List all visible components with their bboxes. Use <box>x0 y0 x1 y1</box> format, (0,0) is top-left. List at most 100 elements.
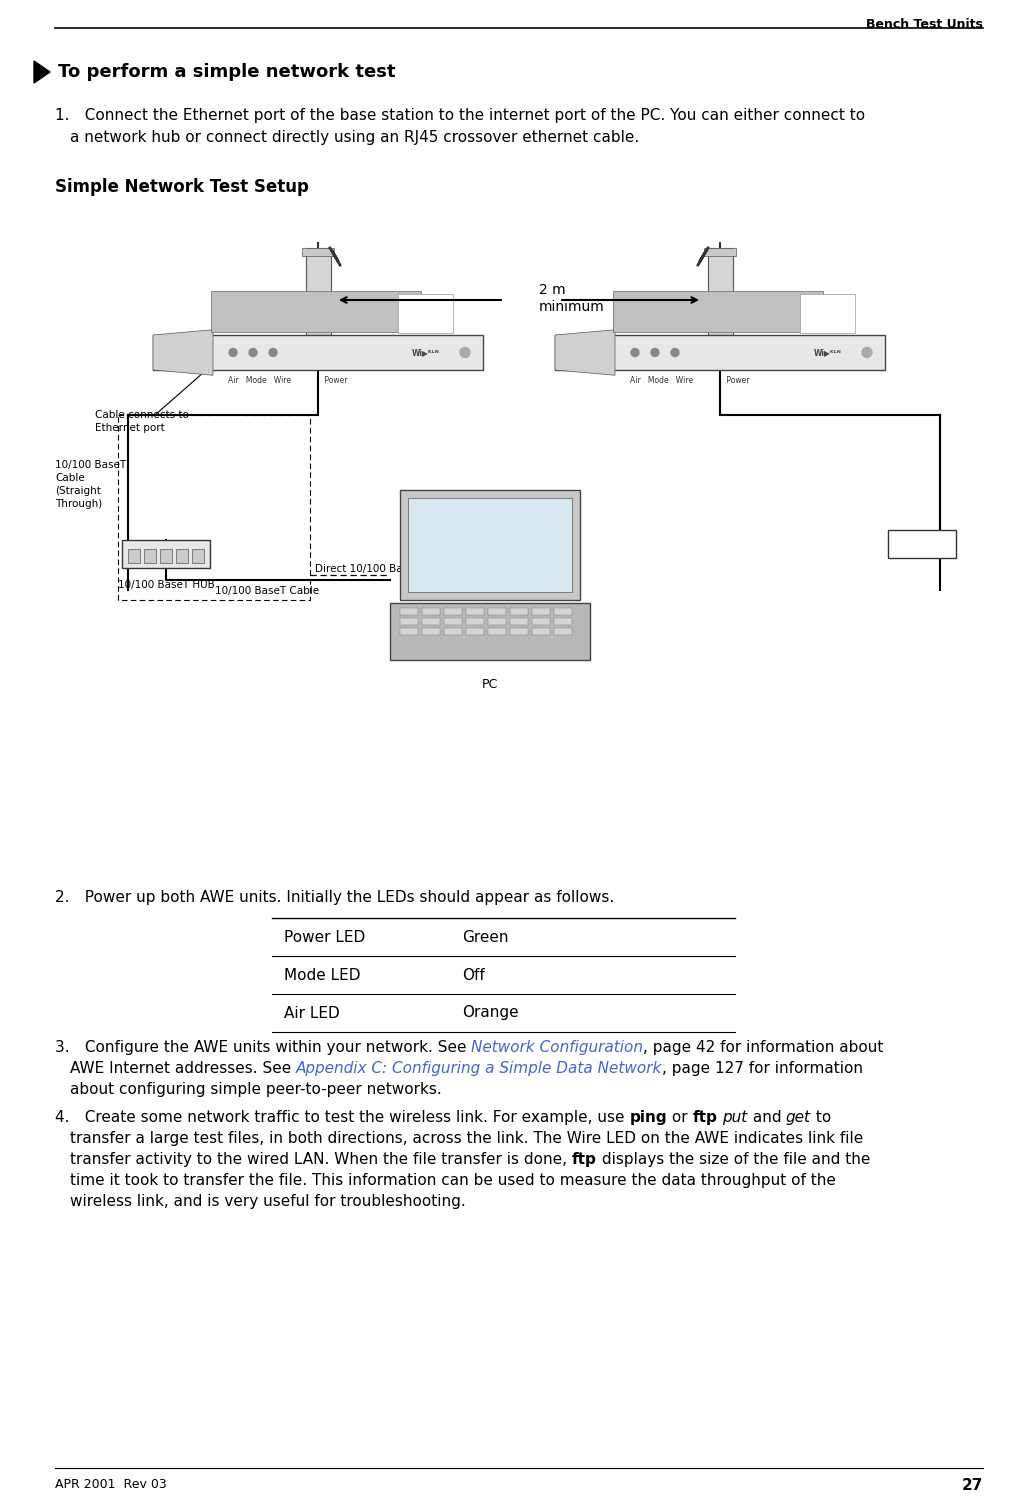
Text: Air   Mode   Wire              Power: Air Mode Wire Power <box>228 375 347 384</box>
Text: Appendix C: Configuring a Simple Data Network: Appendix C: Configuring a Simple Data Ne… <box>296 1061 663 1076</box>
Text: Orange: Orange <box>462 1005 519 1020</box>
Bar <box>211 292 421 332</box>
Bar <box>555 335 885 370</box>
Text: 2. Power up both AWE units. Initially the LEDs should appear as follows.: 2. Power up both AWE units. Initially th… <box>55 890 614 905</box>
Text: 27: 27 <box>961 1478 983 1493</box>
Bar <box>176 549 188 562</box>
Circle shape <box>651 349 659 356</box>
Bar <box>532 618 550 625</box>
Text: 10/100 BaseT: 10/100 BaseT <box>55 459 127 470</box>
Bar <box>422 607 440 615</box>
Text: Cable: Cable <box>55 473 85 483</box>
Polygon shape <box>34 61 50 82</box>
Bar <box>408 498 572 592</box>
Text: and: and <box>748 1110 786 1125</box>
Text: Air LED: Air LED <box>284 1005 339 1020</box>
Bar <box>466 618 484 625</box>
Bar <box>554 618 572 625</box>
Bar <box>488 607 506 615</box>
Text: about configuring simple peer-to-peer networks.: about configuring simple peer-to-peer ne… <box>70 1082 442 1097</box>
Bar <box>144 549 156 562</box>
Text: get: get <box>786 1110 811 1125</box>
Text: 1. Connect the Ethernet port of the base station to the internet port of the PC.: 1. Connect the Ethernet port of the base… <box>55 108 865 123</box>
Bar <box>704 248 736 256</box>
Text: Green: Green <box>462 929 509 944</box>
Bar <box>532 607 550 615</box>
Text: displays the size of the file and the: displays the size of the file and the <box>597 1152 870 1167</box>
Text: transfer activity to the wired LAN. When the file transfer is done,: transfer activity to the wired LAN. When… <box>70 1152 572 1167</box>
Bar <box>306 248 330 335</box>
Circle shape <box>269 349 277 356</box>
Bar <box>510 618 528 625</box>
Bar <box>444 607 462 615</box>
Bar <box>128 549 140 562</box>
Bar <box>192 549 204 562</box>
Text: Wi▶ᴷᴸᴺ: Wi▶ᴷᴸᴺ <box>814 349 842 358</box>
Bar <box>532 628 550 634</box>
Text: To perform a simple network test: To perform a simple network test <box>58 63 395 81</box>
Bar <box>488 618 506 625</box>
Text: put: put <box>722 1110 748 1125</box>
Circle shape <box>229 349 237 356</box>
Text: Base Unit: Base Unit <box>238 311 305 325</box>
Text: 4. Create some network traffic to test the wireless link. For example, use: 4. Create some network traffic to test t… <box>55 1110 629 1125</box>
Text: ping: ping <box>629 1110 667 1125</box>
Bar <box>422 628 440 634</box>
Circle shape <box>862 347 872 358</box>
Text: 10/100 BaseT HUB: 10/100 BaseT HUB <box>118 580 215 589</box>
Bar <box>554 628 572 634</box>
Circle shape <box>631 349 639 356</box>
Bar <box>800 295 855 334</box>
Text: Ethernet port: Ethernet port <box>95 423 165 432</box>
Bar <box>400 618 418 625</box>
Text: or: or <box>667 1110 693 1125</box>
Bar <box>888 530 956 558</box>
Bar <box>400 607 418 615</box>
Bar <box>400 491 580 600</box>
Bar <box>444 618 462 625</box>
Text: PC: PC <box>482 678 498 691</box>
Text: , page 127 for information: , page 127 for information <box>663 1061 863 1076</box>
Polygon shape <box>153 329 213 375</box>
Circle shape <box>460 347 470 358</box>
Text: ftp: ftp <box>693 1110 717 1125</box>
Text: (Straight: (Straight <box>55 486 101 497</box>
Text: Simple Network Test Setup: Simple Network Test Setup <box>55 178 309 196</box>
Text: 3. Configure the AWE units within your network. See: 3. Configure the AWE units within your n… <box>55 1040 471 1055</box>
Text: Power LED: Power LED <box>284 929 366 944</box>
Text: Air   Mode   Wire              Power: Air Mode Wire Power <box>630 375 750 384</box>
Text: Network Configuration: Network Configuration <box>471 1040 643 1055</box>
Bar <box>153 335 483 370</box>
Text: AWE Internet addresses. See: AWE Internet addresses. See <box>70 1061 296 1076</box>
Text: 10/100 BaseT Cable: 10/100 BaseT Cable <box>215 586 319 595</box>
Text: ftp: ftp <box>572 1152 597 1167</box>
Bar <box>390 603 590 660</box>
Text: time it took to transfer the file. This information can be used to measure the d: time it took to transfer the file. This … <box>70 1173 836 1188</box>
Bar <box>466 628 484 634</box>
Bar <box>466 607 484 615</box>
Polygon shape <box>555 329 615 375</box>
Circle shape <box>249 349 257 356</box>
Bar <box>554 607 572 615</box>
Bar <box>400 628 418 634</box>
Text: transfer a large test files, in both directions, across the link. The Wire LED o: transfer a large test files, in both dir… <box>70 1131 863 1146</box>
Bar <box>122 540 210 568</box>
Text: a network hub or connect directly using an RJ45 crossover ethernet cable.: a network hub or connect directly using … <box>70 130 639 145</box>
Bar <box>510 628 528 634</box>
Bar <box>160 549 172 562</box>
Text: Wi▶ᴷᴸᴺ: Wi▶ᴷᴸᴺ <box>412 349 440 358</box>
Text: 2 m: 2 m <box>539 283 565 298</box>
Text: Bench Test Units: Bench Test Units <box>866 18 983 31</box>
Text: APR 2001  Rev 03: APR 2001 Rev 03 <box>55 1478 167 1492</box>
Text: LAN: LAN <box>908 537 936 551</box>
Bar <box>510 607 528 615</box>
Text: Through): Through) <box>55 500 102 509</box>
Bar <box>707 248 732 335</box>
Text: , page 42 for information about: , page 42 for information about <box>643 1040 883 1055</box>
Text: Mode LED: Mode LED <box>284 968 361 983</box>
Bar <box>302 248 334 256</box>
Bar <box>613 292 823 332</box>
Text: Off: Off <box>462 968 485 983</box>
Text: minimum: minimum <box>539 301 605 314</box>
Circle shape <box>671 349 679 356</box>
